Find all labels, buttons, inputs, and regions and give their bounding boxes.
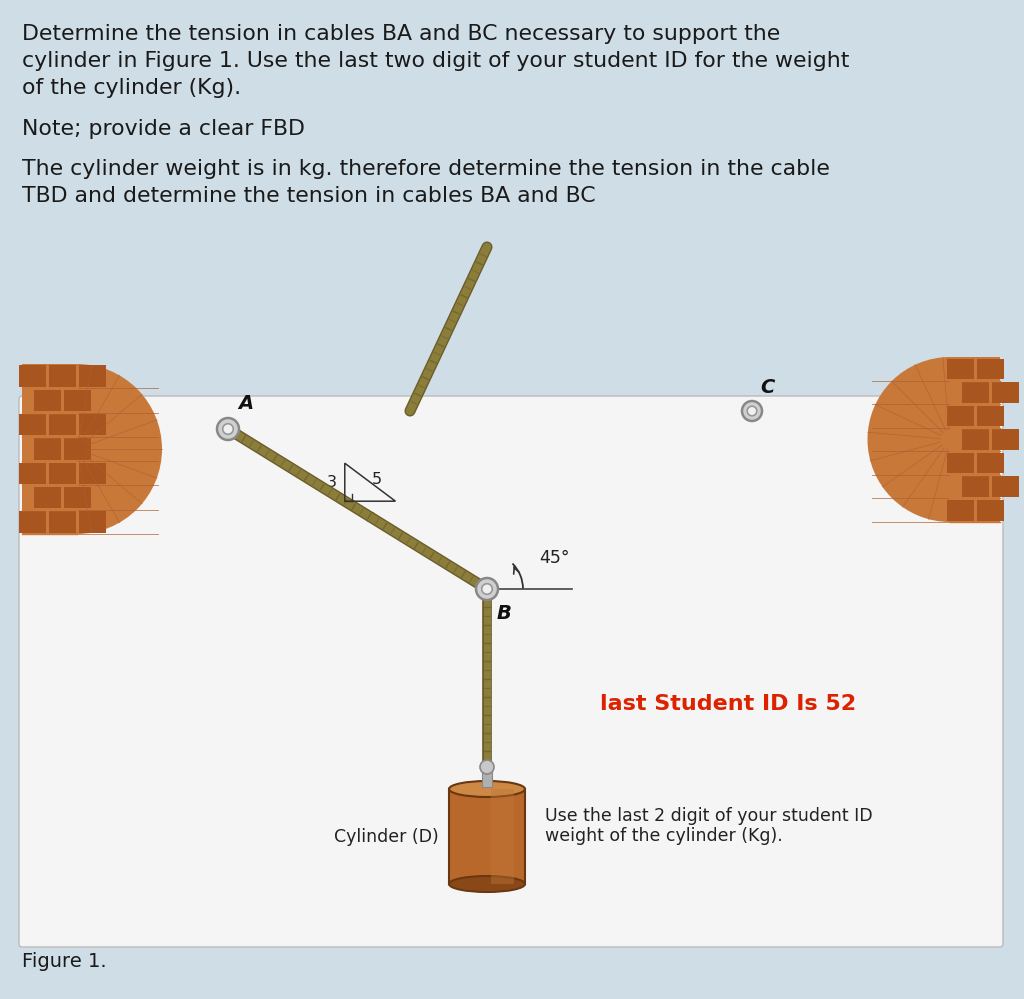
Circle shape — [476, 578, 498, 600]
Text: weight of the cylinder (Kg).: weight of the cylinder (Kg). — [545, 827, 782, 845]
Text: TBD and determine the tension in cables BA and BC: TBD and determine the tension in cables … — [22, 186, 596, 206]
Bar — [79, 366, 105, 387]
Bar — [34, 439, 60, 460]
Text: 5: 5 — [372, 472, 382, 487]
Bar — [48, 463, 76, 484]
Circle shape — [217, 418, 239, 440]
Ellipse shape — [449, 781, 525, 797]
FancyBboxPatch shape — [19, 396, 1002, 947]
Bar — [977, 406, 1004, 427]
Bar — [962, 430, 988, 450]
Bar — [18, 366, 45, 387]
Bar — [79, 414, 105, 436]
Circle shape — [748, 407, 757, 416]
Bar — [946, 453, 974, 474]
Text: Figure 1.: Figure 1. — [22, 952, 106, 971]
Text: A: A — [238, 394, 253, 413]
Bar — [48, 414, 76, 436]
Circle shape — [223, 424, 233, 435]
Text: Note; provide a clear FBD: Note; provide a clear FBD — [22, 119, 305, 139]
Text: Use the last 2 digit of your student ID: Use the last 2 digit of your student ID — [545, 807, 872, 825]
Bar — [991, 430, 1019, 450]
Text: last Student ID Is 52: last Student ID Is 52 — [600, 694, 856, 714]
Bar — [18, 463, 45, 484]
Bar — [48, 511, 76, 532]
Bar — [63, 390, 90, 411]
Bar — [977, 500, 1004, 520]
Text: 3: 3 — [327, 475, 337, 490]
Wedge shape — [867, 357, 950, 522]
Text: cylinder in Figure 1. Use the last two digit of your student ID for the weight: cylinder in Figure 1. Use the last two d… — [22, 51, 849, 71]
Bar — [34, 390, 60, 411]
Bar — [946, 406, 974, 427]
Text: Determine the tension in cables BA and BC necessary to support the: Determine the tension in cables BA and B… — [22, 24, 780, 44]
Text: C: C — [760, 378, 774, 397]
Text: Cylinder (D): Cylinder (D) — [334, 827, 439, 845]
Bar — [449, 789, 525, 884]
Text: B: B — [497, 604, 512, 623]
Ellipse shape — [449, 876, 525, 892]
Bar — [946, 500, 974, 520]
Bar — [48, 366, 76, 387]
Bar — [977, 359, 1004, 379]
Text: of the cylinder (Kg).: of the cylinder (Kg). — [22, 78, 241, 98]
Bar — [22, 364, 77, 534]
Bar — [34, 487, 60, 508]
Bar — [63, 439, 90, 460]
Bar — [991, 477, 1019, 497]
Text: The cylinder weight is in kg. therefore determine the tension in the cable: The cylinder weight is in kg. therefore … — [22, 159, 829, 179]
Bar — [79, 463, 105, 484]
Bar — [950, 357, 1000, 522]
Bar — [962, 382, 988, 403]
Bar — [18, 511, 45, 532]
Wedge shape — [77, 364, 162, 534]
Bar — [482, 769, 492, 787]
Text: 4: 4 — [365, 512, 375, 527]
Bar — [991, 382, 1019, 403]
Text: 45°: 45° — [539, 549, 569, 567]
Bar — [79, 511, 105, 532]
Bar — [962, 477, 988, 497]
Bar — [63, 487, 90, 508]
Bar — [490, 789, 514, 884]
Circle shape — [742, 401, 762, 421]
Circle shape — [480, 760, 494, 774]
Bar — [946, 359, 974, 379]
Circle shape — [481, 583, 493, 594]
Bar — [18, 414, 45, 436]
Bar — [977, 453, 1004, 474]
